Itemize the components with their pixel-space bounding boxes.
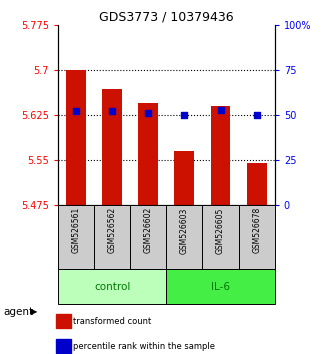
Point bbox=[146, 110, 151, 116]
Text: IL-6: IL-6 bbox=[211, 282, 230, 292]
Bar bbox=[56, 339, 71, 353]
Text: GSM526562: GSM526562 bbox=[108, 207, 117, 253]
Bar bbox=[203, 205, 239, 269]
Bar bbox=[166, 269, 275, 304]
Bar bbox=[66, 70, 86, 205]
Bar bbox=[247, 163, 266, 205]
Point bbox=[218, 107, 223, 113]
Bar bbox=[239, 205, 275, 269]
Bar bbox=[102, 89, 122, 205]
Bar bbox=[56, 314, 71, 328]
Bar bbox=[138, 103, 158, 205]
Point bbox=[254, 112, 259, 118]
Bar bbox=[58, 205, 94, 269]
Title: GDS3773 / 10379436: GDS3773 / 10379436 bbox=[99, 11, 234, 24]
Text: control: control bbox=[94, 282, 130, 292]
Text: agent: agent bbox=[3, 307, 33, 317]
Bar bbox=[166, 205, 203, 269]
Point bbox=[110, 109, 115, 114]
Bar bbox=[211, 106, 230, 205]
Bar bbox=[94, 205, 130, 269]
Text: GSM526602: GSM526602 bbox=[144, 207, 153, 253]
Point bbox=[73, 109, 79, 114]
Bar bbox=[58, 269, 166, 304]
Point bbox=[182, 112, 187, 118]
Text: percentile rank within the sample: percentile rank within the sample bbox=[73, 342, 215, 350]
Text: transformed count: transformed count bbox=[73, 317, 151, 326]
Bar bbox=[130, 205, 166, 269]
Text: GSM526605: GSM526605 bbox=[216, 207, 225, 253]
Text: ▶: ▶ bbox=[31, 307, 38, 316]
Bar bbox=[174, 151, 194, 205]
Text: GSM526678: GSM526678 bbox=[252, 207, 261, 253]
Text: GSM526603: GSM526603 bbox=[180, 207, 189, 253]
Text: GSM526561: GSM526561 bbox=[71, 207, 80, 253]
